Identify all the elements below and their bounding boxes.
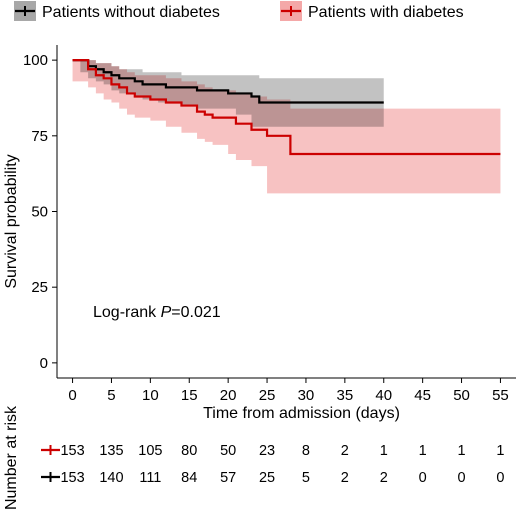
x-tick-label: 15 bbox=[181, 387, 198, 404]
risk-count: 111 bbox=[139, 470, 161, 486]
log-rank-annotation: Log-rank P=0.021 bbox=[93, 304, 221, 321]
y-tick-label: 100 bbox=[23, 52, 48, 69]
confidence-band-with-diabetes bbox=[72, 60, 501, 194]
y-tick-label: 0 bbox=[40, 355, 48, 372]
x-tick-label: 40 bbox=[375, 387, 392, 404]
risk-count: 2 bbox=[380, 470, 388, 486]
risk-count: 153 bbox=[60, 470, 84, 486]
risk-count: 5 bbox=[302, 470, 310, 486]
x-tick-label: 10 bbox=[142, 387, 159, 404]
y-tick-label: 75 bbox=[31, 128, 48, 145]
risk-count: 2 bbox=[341, 470, 349, 486]
risk-count: 1 bbox=[458, 443, 466, 459]
x-axis-title: Time from admission (days) bbox=[203, 405, 400, 422]
risk-count: 1 bbox=[419, 443, 427, 459]
risk-count: 2 bbox=[341, 443, 349, 459]
risk-count: 50 bbox=[220, 443, 236, 459]
x-tick-label: 35 bbox=[337, 387, 354, 404]
x-tick-label: 0 bbox=[68, 387, 76, 404]
y-axis-title: Survival probability bbox=[3, 154, 20, 288]
x-tick-label: 50 bbox=[453, 387, 470, 404]
risk-count: 84 bbox=[181, 470, 197, 486]
risk-table-title: Number at risk bbox=[3, 405, 20, 510]
log-rank-prefix: Log-rank bbox=[93, 304, 161, 321]
x-tick-label: 30 bbox=[298, 387, 315, 404]
risk-count: 0 bbox=[419, 470, 427, 486]
p-symbol: P bbox=[161, 304, 172, 321]
risk-count: 0 bbox=[458, 470, 466, 486]
legend-label: Patients without diabetes bbox=[42, 4, 220, 21]
risk-count: 25 bbox=[259, 470, 275, 486]
legend-label: Patients with diabetes bbox=[308, 4, 464, 21]
risk-count: 1 bbox=[496, 443, 504, 459]
risk-count: 1 bbox=[380, 443, 388, 459]
risk-count: 80 bbox=[181, 443, 197, 459]
y-tick-label: 50 bbox=[31, 204, 48, 221]
x-tick-label: 45 bbox=[414, 387, 431, 404]
risk-count: 8 bbox=[302, 443, 310, 459]
p-value: =0.021 bbox=[171, 304, 220, 321]
x-tick-label: 55 bbox=[492, 387, 509, 404]
y-tick-label: 25 bbox=[31, 279, 48, 296]
x-tick-label: 5 bbox=[107, 387, 115, 404]
risk-count: 57 bbox=[220, 470, 236, 486]
risk-count: 140 bbox=[99, 470, 123, 486]
x-tick-label: 20 bbox=[220, 387, 237, 404]
risk-count: 153 bbox=[60, 443, 84, 459]
x-tick-label: 25 bbox=[259, 387, 276, 404]
risk-count: 23 bbox=[259, 443, 275, 459]
survival-line-with-diabetes bbox=[72, 59, 501, 156]
risk-count: 0 bbox=[496, 470, 504, 486]
risk-count: 105 bbox=[138, 443, 162, 459]
risk-count: 135 bbox=[99, 443, 123, 459]
